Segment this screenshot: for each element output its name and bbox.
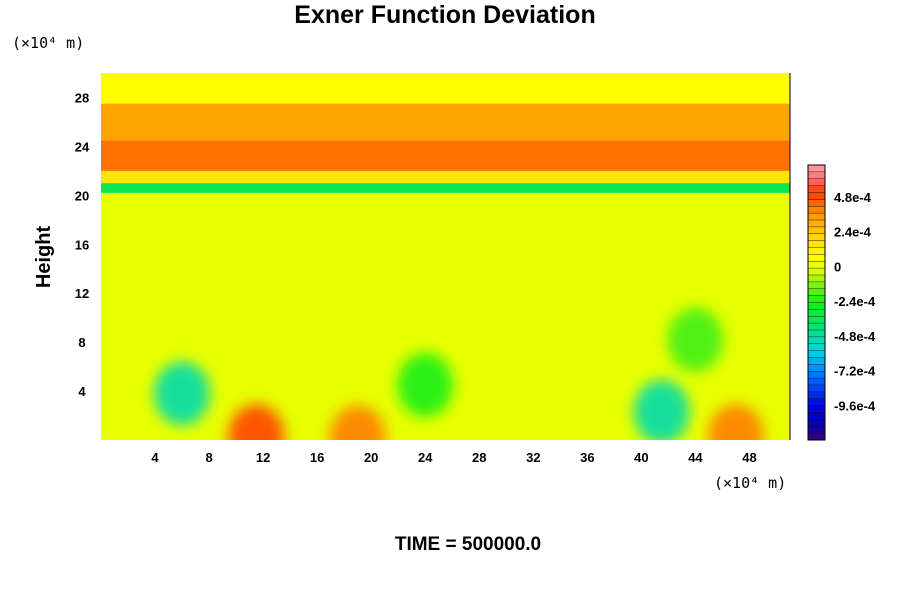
colorbar-segment [808, 199, 825, 207]
colorbar-segment [808, 220, 825, 228]
colorbar-segment [808, 165, 825, 173]
colorbar-tick-label: 4.8e-4 [834, 190, 872, 205]
colorbar: 4.8e-4 2.4e-4 0 -2.4e-4 -4.8e-4 -7.2e-4 -9.6e-… [807, 164, 876, 441]
colorbar-tick-label: -4.8e-4 [834, 329, 876, 344]
x-ticks: 4 8 12 16 20 24 28 32 36 40 44 48 [151, 450, 756, 465]
field-features [154, 307, 764, 440]
colorbar-segment [808, 426, 825, 434]
field-feature [228, 404, 285, 440]
x-tick-label: 36 [580, 450, 594, 465]
colorbar-segment [808, 233, 825, 242]
y-tick-label: 12 [75, 286, 89, 301]
x-tick-label: 40 [634, 450, 648, 465]
y-tick-label: 8 [78, 335, 85, 350]
x-tick-label: 28 [472, 450, 486, 465]
colorbar-tick-label: -2.4e-4 [834, 294, 876, 309]
x-tick-label: 32 [526, 450, 540, 465]
colorbar-segment [808, 364, 825, 372]
x-tick-label: 8 [205, 450, 212, 465]
field-band [101, 73, 790, 104]
y-axis-label: Height [33, 226, 55, 289]
colorbar-segment [808, 350, 825, 358]
colorbar-segment [808, 336, 825, 345]
colorbar-segment [808, 391, 825, 400]
field-feature [154, 361, 211, 426]
colorbar-segment [808, 371, 825, 379]
colorbar-segment [808, 419, 825, 427]
colorbar-segment [808, 178, 825, 187]
colorbar-segment [808, 281, 825, 290]
colorbar-segment [808, 268, 825, 276]
colorbar-segment [808, 412, 825, 420]
y-tick-label: 28 [75, 90, 89, 105]
colorbar-segment [808, 192, 825, 200]
colorbar-tick-label: -7.2e-4 [834, 364, 876, 379]
chart-title: Exner Function Deviation [294, 1, 595, 29]
colorbar-segment [808, 302, 825, 310]
y-tick-label: 20 [75, 188, 89, 203]
field-band [101, 170, 790, 184]
y-tick-label: 16 [75, 237, 89, 252]
colorbar-segment [808, 398, 825, 407]
y-tick-label: 4 [78, 384, 86, 399]
colorbar-segment [808, 261, 825, 269]
colorbar-segment [808, 433, 825, 441]
colorbar-segment [808, 295, 825, 303]
colorbar-tick-label: 2.4e-4 [834, 225, 872, 240]
x-tick-label: 20 [364, 450, 378, 465]
field-feature [667, 307, 724, 372]
x-tick-label: 4 [151, 450, 159, 465]
x-unit-label: (×10⁴ m) [714, 474, 786, 492]
colorbar-segment [808, 378, 825, 386]
colorbar-segment [808, 405, 825, 413]
colorbar-segment [808, 288, 825, 297]
x-tick-label: 16 [310, 450, 324, 465]
colorbar-segment [808, 240, 825, 248]
field-feature [633, 379, 690, 440]
colorbar-segment [808, 171, 825, 180]
colorbar-segment [808, 254, 825, 262]
x-tick-label: 24 [418, 450, 433, 465]
colorbar-segment [808, 185, 825, 193]
field-feature [707, 404, 764, 440]
colorbar-segment [808, 343, 825, 352]
field-band [101, 183, 790, 193]
plot-area [101, 73, 790, 440]
field-feature [397, 352, 454, 417]
y-unit-label: (×10⁴ m) [12, 34, 84, 52]
colorbar-segment [808, 247, 825, 255]
colorbar-border [807, 164, 826, 441]
colorbar-tick-label: -9.6e-4 [834, 398, 876, 413]
x-tick-label: 12 [256, 450, 270, 465]
field-band [101, 103, 790, 141]
colorbar-segment [808, 206, 825, 214]
time-label: TIME = 500000.0 [395, 534, 541, 555]
colorbar-segment [808, 226, 825, 235]
y-tick-label: 24 [75, 139, 90, 154]
field-band [101, 140, 790, 171]
colorbar-segment [808, 213, 825, 221]
colorbar-segment [808, 330, 825, 338]
y-ticks: 4 8 12 16 20 24 28 [75, 90, 90, 399]
colorbar-segment [808, 385, 825, 393]
colorbar-segment [808, 275, 825, 283]
field-bands [101, 73, 790, 440]
field-feature [329, 405, 386, 440]
x-tick-label: 48 [742, 450, 756, 465]
colorbar-segment [808, 316, 825, 324]
x-tick-label: 44 [688, 450, 703, 465]
colorbar-segment [808, 323, 825, 331]
colorbar-segment [808, 357, 825, 365]
colorbar-segment [808, 309, 825, 317]
colorbar-tick-label: 0 [834, 259, 841, 274]
